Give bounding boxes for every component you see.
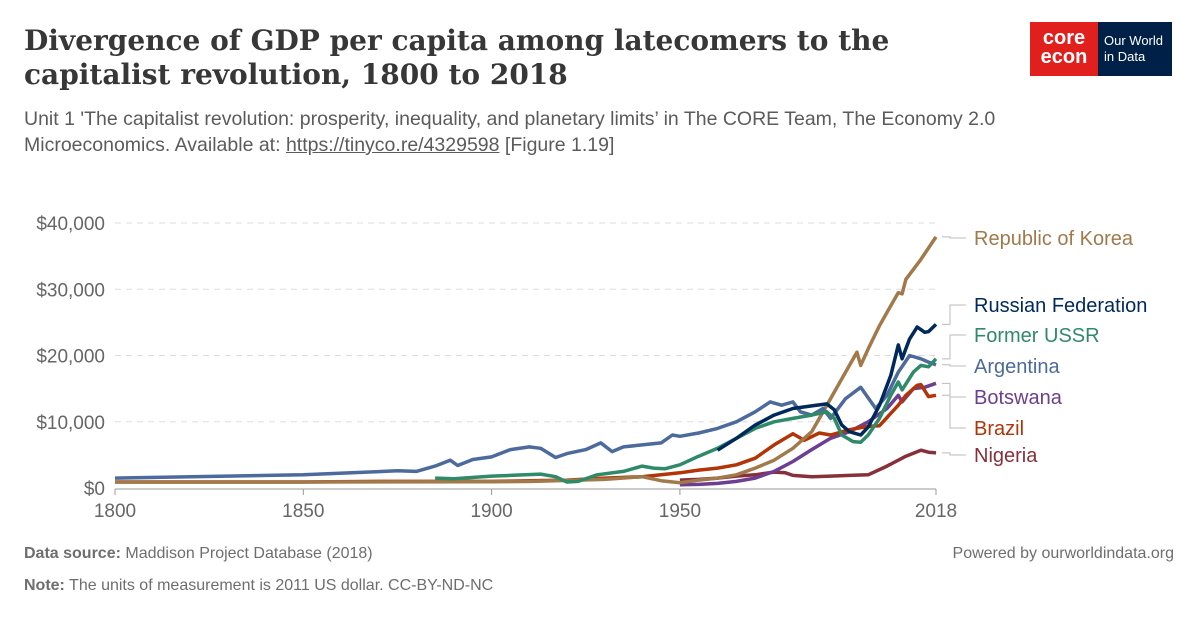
x-tick-label: 1800: [94, 501, 136, 522]
label-connector: [942, 382, 966, 398]
y-tick-label: $10,000: [36, 413, 105, 434]
figure-link[interactable]: https://tinyco.re/4329598: [285, 134, 500, 156]
series-line-nigeria: [679, 448, 937, 482]
series-label: Republic of Korea: [974, 228, 1134, 250]
label-connector: [942, 334, 966, 360]
x-tick-label: 1900: [470, 501, 512, 522]
series-label: Russian Federation: [974, 295, 1147, 317]
series-label: Argentina: [974, 356, 1060, 378]
label-connector: [942, 304, 966, 325]
x-tick-label: 1950: [659, 501, 701, 522]
x-tick-label: 2018: [915, 501, 957, 522]
y-tick-label: $30,000: [36, 280, 105, 301]
label-connector: [942, 236, 966, 239]
core-econ-logo[interactable]: core econ: [1030, 22, 1098, 76]
series-line-former-ussr: [435, 357, 938, 484]
data-source: Data source: Maddison Project Database (…: [24, 545, 373, 562]
logos[interactable]: core econ Our World in Data: [1030, 22, 1172, 76]
y-tick-label: $20,000: [36, 347, 105, 368]
series-label: Brazil: [974, 418, 1024, 440]
series-line-russian-federation: [716, 323, 938, 452]
y-tick-label: $0: [84, 479, 105, 500]
label-connector: [942, 364, 966, 367]
series-line-republic-of-korea: [115, 235, 938, 485]
label-connector: [942, 394, 966, 429]
series-label: Nigeria: [974, 445, 1038, 467]
series-label: Former USSR: [974, 325, 1100, 347]
subtitle-line1: Unit 1 'The capitalist revolution: prosp…: [24, 108, 996, 130]
x-tick-label: 1850: [282, 501, 324, 522]
chart-title: Divergence of GDP per capita among latec…: [24, 24, 890, 91]
series-line-brazil: [115, 382, 937, 484]
subtitle-prefix: Microeconomics. Available at:: [24, 134, 286, 156]
y-tick-label: $40,000: [36, 214, 105, 235]
subtitle-suffix: [Figure 1.19]: [499, 134, 615, 156]
series-line-argentina: [114, 353, 937, 480]
label-connector: [942, 452, 966, 456]
series-label: Botswana: [974, 387, 1063, 409]
chart-subtitle: Unit 1 'The capitalist revolution: prosp…: [24, 106, 1084, 158]
note: Note: The units of measurement is 2011 U…: [24, 577, 494, 594]
powered-by[interactable]: Powered by ourworldindata.org: [952, 545, 1174, 562]
owid-logo[interactable]: Our World in Data: [1098, 22, 1172, 76]
